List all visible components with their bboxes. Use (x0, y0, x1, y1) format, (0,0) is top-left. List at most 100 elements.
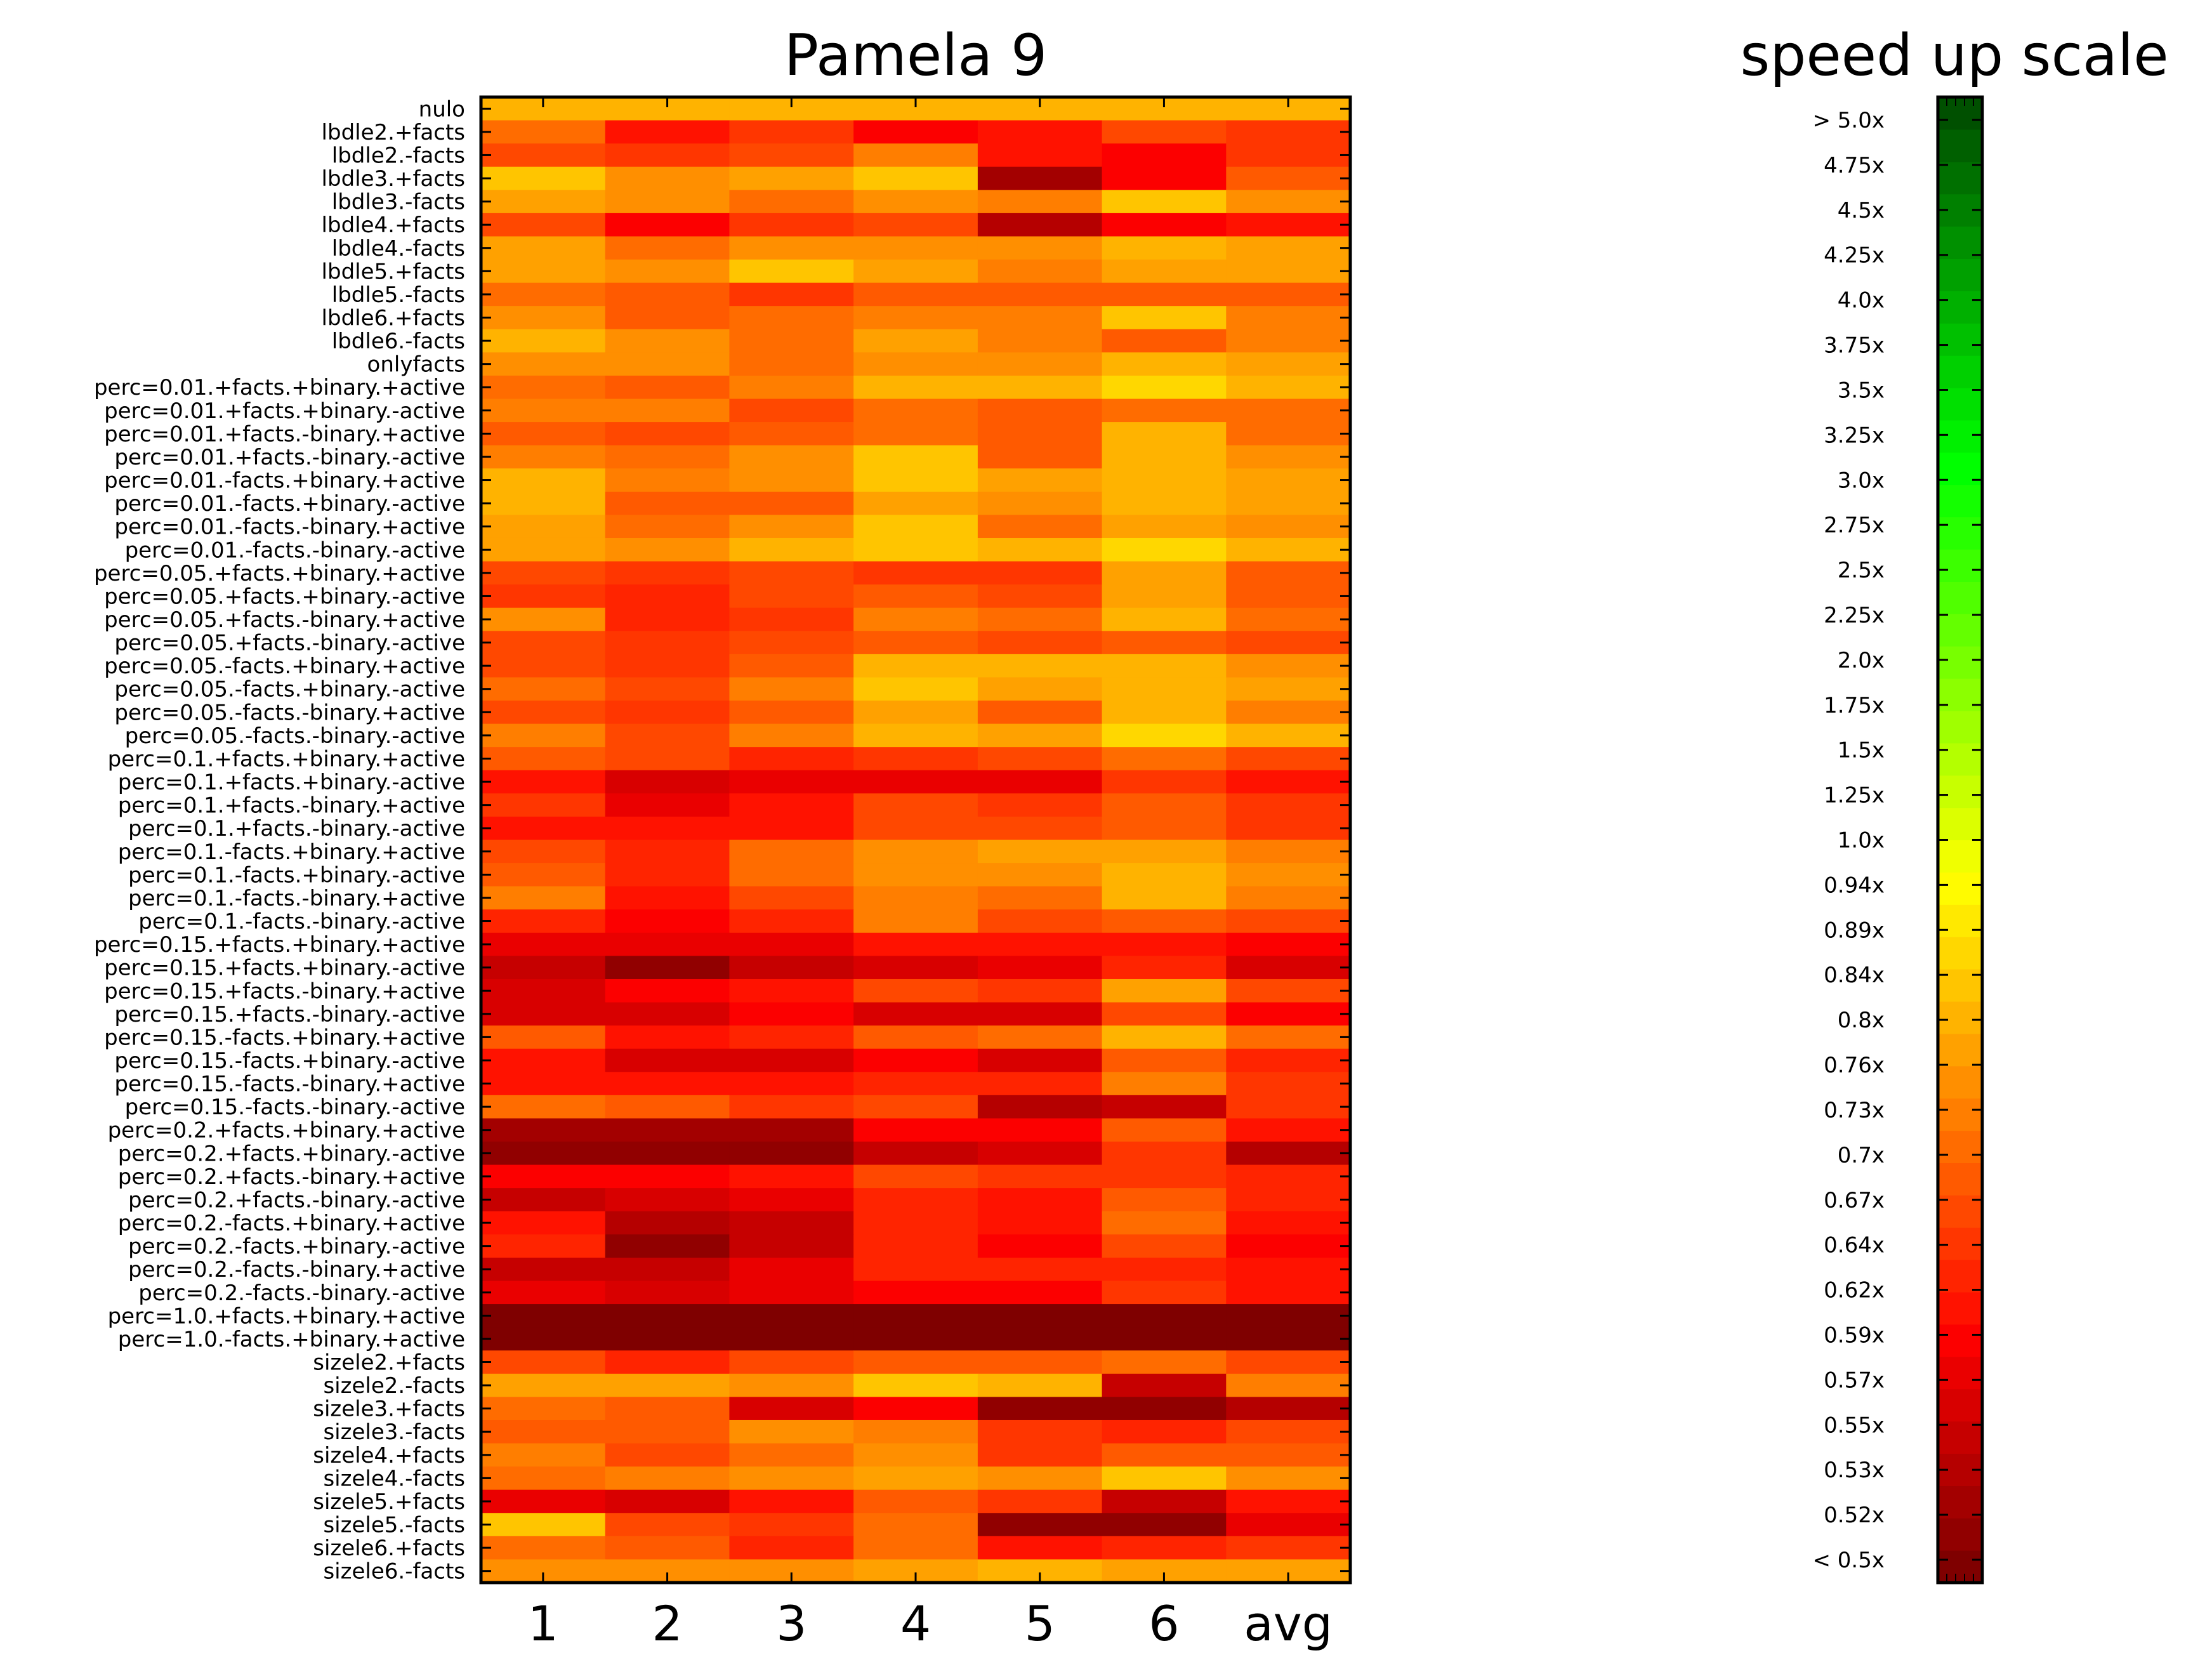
heatmap-cell (1102, 1118, 1227, 1142)
heatmap-cell (605, 1281, 730, 1305)
heatmap-cell (1102, 1397, 1227, 1421)
heatmap-cell (853, 1211, 978, 1235)
heatmap-cell (605, 863, 730, 887)
heatmap-cell (481, 1142, 606, 1166)
colorbar-swatch (1938, 226, 1982, 260)
heatmap-cell (729, 1002, 854, 1026)
heatmap-cell (605, 723, 730, 748)
colorbar-tick-label: 0.52x (1824, 1503, 1885, 1528)
heatmap-cell (853, 1513, 978, 1537)
heatmap-cell (977, 1257, 1103, 1282)
y-tick-label: perc=0.15.+facts.-binary.-active (114, 1002, 465, 1027)
heatmap-cell (605, 1257, 730, 1282)
heatmap-cell (729, 236, 854, 260)
heatmap-cell (853, 978, 978, 1003)
colorbar-tick-label: 0.7x (1838, 1143, 1885, 1168)
heatmap-cell (1102, 932, 1227, 956)
y-tick-label: perc=0.05.+facts.+binary.-active (104, 584, 465, 609)
y-tick-label: perc=0.15.+facts.+binary.-active (104, 956, 465, 981)
colorbar-tick-label: 2.25x (1824, 603, 1885, 628)
heatmap-cell (729, 143, 854, 168)
heatmap-cell (1102, 120, 1227, 144)
heatmap-cell (481, 1420, 606, 1444)
heatmap-cell (977, 213, 1103, 237)
heatmap-cell (1102, 793, 1227, 817)
heatmap-cell (1226, 120, 1351, 144)
heatmap-cell (605, 1072, 730, 1096)
heatmap-cell (1226, 863, 1351, 887)
y-tick-label: perc=0.01.-facts.-binary.-active (125, 537, 465, 563)
heatmap-cell (977, 1002, 1103, 1026)
heatmap-cell (1102, 1466, 1227, 1491)
colorbar-swatch (1938, 1001, 1982, 1034)
heatmap-cell (977, 515, 1103, 539)
heatmap-cell (853, 236, 978, 260)
heatmap-cell (977, 1188, 1103, 1212)
heatmap-cell (605, 422, 730, 446)
heatmap-cell (1102, 654, 1227, 678)
heatmap-cell (853, 723, 978, 748)
colorbar-swatch (1938, 1291, 1982, 1325)
heatmap-cell (729, 491, 854, 516)
heatmap-cell (853, 932, 978, 956)
y-tick-label: lbdle2.-facts (332, 143, 465, 168)
heatmap-cell (1226, 352, 1351, 376)
heatmap-cell (1226, 654, 1351, 678)
colorbar-tick-label: 0.55x (1824, 1413, 1885, 1438)
heatmap-cell (605, 236, 730, 260)
heatmap-cell (729, 1211, 854, 1235)
heatmap-cell (1226, 1489, 1351, 1513)
heatmap-cell (977, 282, 1103, 306)
heatmap-cell (481, 306, 606, 330)
heatmap-cell (729, 329, 854, 353)
colorbar-swatch (1938, 1486, 1982, 1519)
heatmap-cell (1226, 399, 1351, 423)
heatmap-cell (481, 677, 606, 701)
heatmap-cell (605, 190, 730, 214)
heatmap-cell (481, 1281, 606, 1305)
heatmap-cell (853, 537, 978, 562)
heatmap-cell (1102, 978, 1227, 1003)
heatmap-cell (977, 1095, 1103, 1119)
heatmap-cell (1102, 607, 1227, 631)
heatmap-cell (853, 747, 978, 771)
heatmap-cell (853, 1420, 978, 1444)
heatmap-cell (729, 561, 854, 585)
colorbar-swatch (1938, 549, 1982, 582)
heatmap-cell (977, 143, 1103, 168)
colorbar-swatch (1938, 581, 1982, 614)
y-tick-label: perc=0.2.-facts.-binary.+active (128, 1257, 465, 1282)
y-tick-label: perc=0.15.+facts.-binary.+active (104, 978, 465, 1004)
heatmap-cell (1226, 1443, 1351, 1467)
heatmap-cell (1102, 399, 1227, 423)
heatmap-cell (853, 1164, 978, 1189)
y-tick-label: sizele3.-facts (323, 1420, 465, 1445)
heatmap-cell (977, 1142, 1103, 1166)
heatmap-cell (605, 1234, 730, 1258)
heatmap-cell (729, 1048, 854, 1072)
colorbar-ticks (1938, 97, 1982, 1583)
heatmap-cell (853, 352, 978, 376)
y-tick-label: perc=0.01.+facts.-binary.+active (104, 421, 465, 447)
heatmap-cell (481, 1164, 606, 1189)
y-tick-label: perc=1.0.-facts.+binary.+active (118, 1327, 465, 1352)
heatmap-cell (1226, 1188, 1351, 1212)
heatmap-cell (977, 747, 1103, 771)
heatmap-cell (977, 701, 1103, 725)
heatmap-cell (977, 306, 1103, 330)
colorbar-tick-label: 4.0x (1838, 288, 1885, 313)
colorbar-swatch (1938, 1227, 1982, 1260)
heatmap-cell (1102, 1420, 1227, 1444)
heatmap-cell (853, 282, 978, 306)
heatmap-cell (977, 1164, 1103, 1189)
colorbar-swatch (1938, 97, 1982, 130)
heatmap-cell (1226, 143, 1351, 168)
heatmap-cell (729, 1489, 854, 1513)
heatmap-cell (1226, 1048, 1351, 1072)
heatmap-cell (977, 352, 1103, 376)
heatmap-cell (853, 1304, 978, 1328)
heatmap-cell (853, 1373, 978, 1397)
x-tick-label: 4 (900, 1595, 931, 1652)
y-tick-label: sizele5.+facts (313, 1489, 465, 1515)
